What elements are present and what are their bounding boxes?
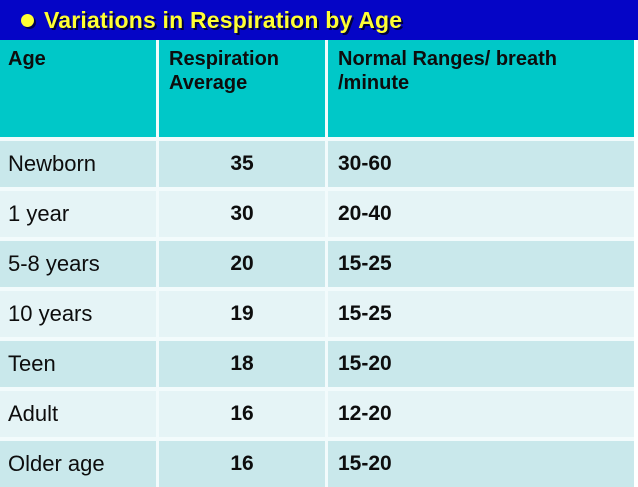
respiration-table: Age Respiration Average Normal Ranges/ b…: [0, 40, 634, 487]
header-cell-average: Respiration Average: [159, 40, 325, 137]
average-cell: 30: [159, 191, 325, 237]
range-cell: 30-60: [328, 141, 634, 187]
average-cell: 16: [159, 441, 325, 487]
average-cell: 18: [159, 341, 325, 387]
range-cell: 12-20: [328, 391, 634, 437]
age-cell: 1 year: [0, 191, 156, 237]
age-cell: 5-8 years: [0, 241, 156, 287]
age-cell: Newborn: [0, 141, 156, 187]
age-cell: Teen: [0, 341, 156, 387]
average-cell: 16: [159, 391, 325, 437]
slide-title-bar: Variations in Respiration by Age: [0, 0, 638, 40]
average-cell: 19: [159, 291, 325, 337]
slide-title: Variations in Respiration by Age: [44, 6, 403, 33]
range-cell: 15-20: [328, 441, 634, 487]
range-cell: 15-25: [328, 241, 634, 287]
average-cell: 20: [159, 241, 325, 287]
header-cell-range: Normal Ranges/ breath /minute: [328, 40, 634, 137]
range-cell: 15-25: [328, 291, 634, 337]
bullet-icon: [21, 13, 34, 27]
age-cell: Older age: [0, 441, 156, 487]
age-cell: Adult: [0, 391, 156, 437]
range-cell: 20-40: [328, 191, 634, 237]
header-cell-age: Age: [0, 40, 156, 137]
average-cell: 35: [159, 141, 325, 187]
age-cell: 10 years: [0, 291, 156, 337]
range-cell: 15-20: [328, 341, 634, 387]
